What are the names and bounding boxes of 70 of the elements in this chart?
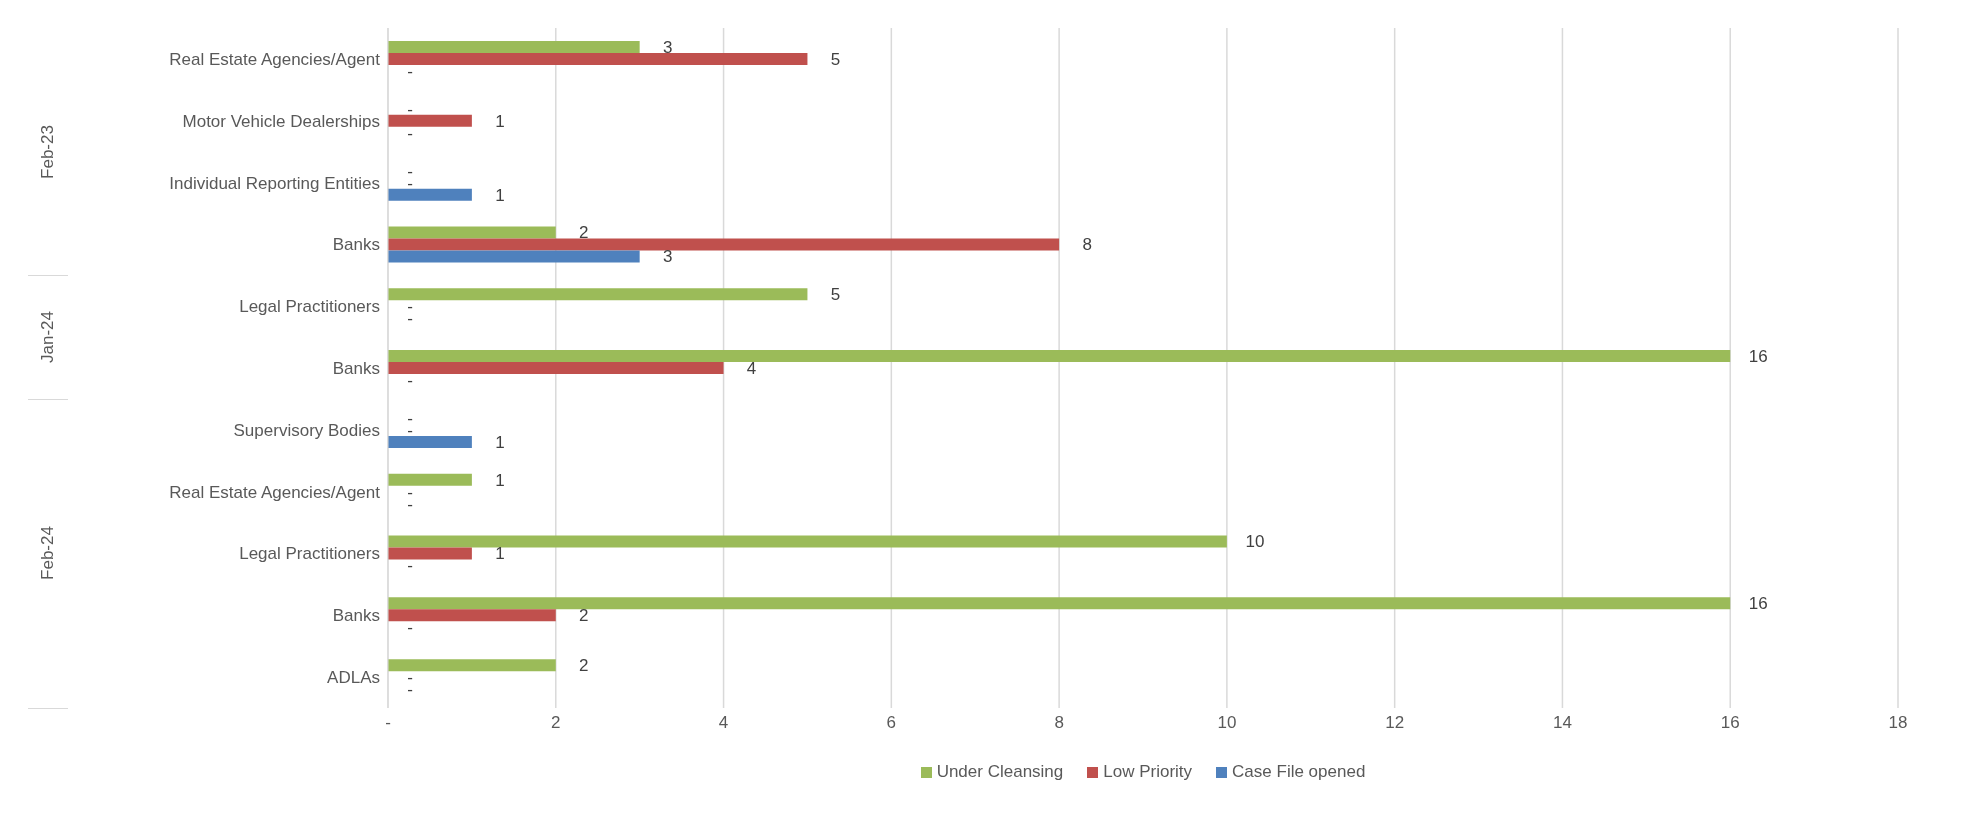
data-label: 16 <box>1748 347 1768 366</box>
data-label: 4 <box>746 359 757 378</box>
data-label: 1 <box>495 111 505 131</box>
data-label: - <box>407 556 413 576</box>
x-tick-label: 2 <box>551 713 561 733</box>
bar <box>388 473 472 486</box>
data-label: - <box>407 99 413 119</box>
bar <box>388 238 1060 251</box>
bar <box>388 547 472 560</box>
x-tick-label: 14 <box>1552 713 1572 733</box>
data-label: - <box>407 408 413 428</box>
x-tick-label: 12 <box>1385 713 1405 733</box>
x-tick-label: 6 <box>886 713 897 733</box>
text: Feb-23 <box>38 124 58 179</box>
bar <box>388 659 556 672</box>
text: Jan-24 <box>38 311 58 364</box>
y-tick-label: Individual Reporting Entities <box>169 173 380 193</box>
data-label: 3 <box>662 247 673 267</box>
bar <box>388 350 1731 363</box>
y-tick-label: Legal Practitioners <box>239 297 380 317</box>
y-tick-label: Banks <box>332 359 380 379</box>
data-label: 3 <box>662 37 673 57</box>
data-label: 5 <box>830 285 841 305</box>
y-tick-label: Real Estate Agencies/Agent <box>169 49 381 69</box>
data-label: - <box>407 161 413 181</box>
y-tick-label: Supervisory Bodies <box>233 420 380 440</box>
x-tick-label: 4 <box>718 713 729 733</box>
data-label: 1 <box>495 185 505 205</box>
bar <box>388 250 640 263</box>
bar <box>388 288 808 301</box>
bar <box>388 362 724 375</box>
y-tick-label: Banks <box>332 235 380 255</box>
x-tick-label: - <box>385 713 391 733</box>
y-tick-label: Legal Practitioners <box>239 544 380 564</box>
bar <box>388 226 556 239</box>
data-label: 16 <box>1748 594 1768 614</box>
y-tick-label: Motor Vehicle Dealerships <box>182 111 380 131</box>
data-label: 10 <box>1245 532 1265 552</box>
bar <box>388 53 808 65</box>
data-label: 2 <box>579 656 589 676</box>
data-label: 1 <box>495 432 505 452</box>
y-tick-label: Banks <box>332 606 380 626</box>
text: Feb-24 <box>38 526 58 581</box>
data-label: - <box>407 371 413 390</box>
data-label: 5 <box>830 49 841 69</box>
data-label: 2 <box>579 223 589 243</box>
data-label: - <box>407 482 413 502</box>
x-tick-label: 8 <box>1054 713 1064 733</box>
x-tick-label: 10 <box>1217 713 1237 733</box>
data-label: - <box>407 123 413 143</box>
bar <box>388 114 472 127</box>
data-label: 2 <box>579 606 589 626</box>
bar <box>388 435 472 448</box>
legend-label: Case File opened <box>1231 762 1366 782</box>
bar <box>388 535 1227 548</box>
y-tick-label: Real Estate Agencies/Agent <box>169 482 381 502</box>
data-label: - <box>407 618 413 638</box>
x-tick-label: 16 <box>1720 713 1740 733</box>
data-label: - <box>407 61 413 81</box>
bar <box>388 597 1731 610</box>
data-label: 8 <box>1082 235 1092 255</box>
legend-label: Low Priority <box>1102 762 1193 782</box>
data-label: 1 <box>495 470 505 490</box>
y-tick-label: ADLAs <box>327 668 380 688</box>
x-tick-label: 18 <box>1888 713 1908 733</box>
bar <box>388 41 640 53</box>
data-label: 1 <box>495 544 505 564</box>
legend-label: Under Cleansing <box>935 762 1064 782</box>
bar <box>388 609 556 622</box>
bar <box>388 188 472 201</box>
